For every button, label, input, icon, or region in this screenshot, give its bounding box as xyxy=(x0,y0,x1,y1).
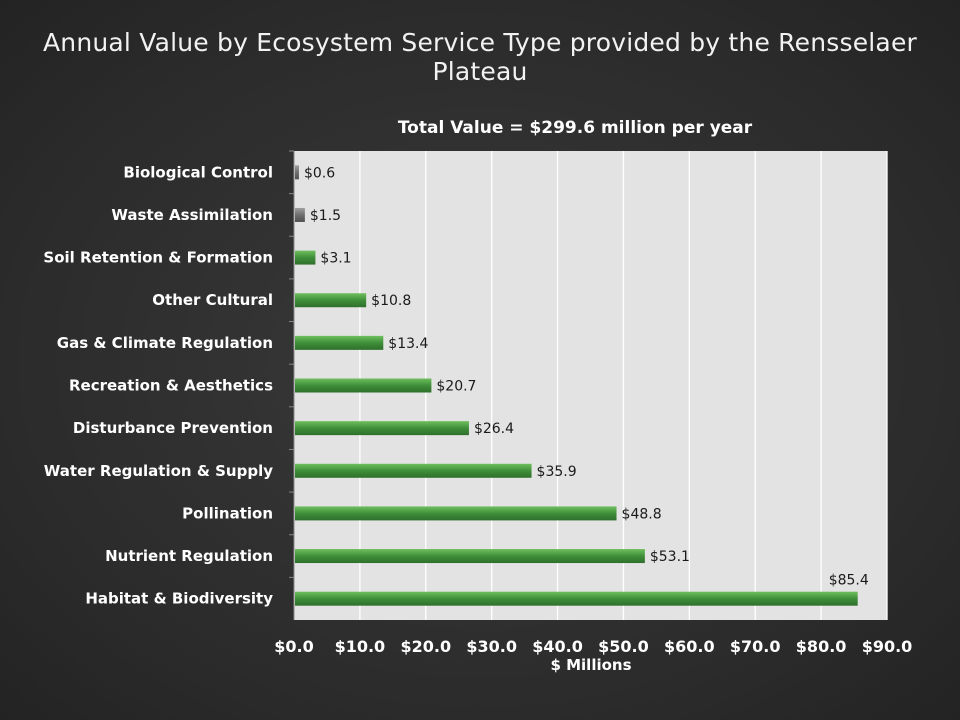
data-label: $53.1 xyxy=(650,549,690,565)
x-tick-label: $80.0 xyxy=(796,637,847,656)
category-label: Pollination xyxy=(182,504,273,522)
category-label: Habitat & Biodiversity xyxy=(85,590,273,608)
x-tick-label: $30.0 xyxy=(466,637,517,656)
x-tick-label: $50.0 xyxy=(598,637,649,656)
category-label: Recreation & Aesthetics xyxy=(69,377,273,395)
bar xyxy=(295,335,384,350)
x-tick-label: $20.0 xyxy=(400,637,451,656)
category-label: Nutrient Regulation xyxy=(105,547,273,565)
data-label: $35.9 xyxy=(537,464,577,480)
slide-title: Annual Value by Ecosystem Service Type p… xyxy=(42,28,918,86)
bar xyxy=(295,549,645,564)
bar xyxy=(295,506,617,521)
bar xyxy=(295,293,367,308)
bar xyxy=(295,207,305,222)
bar xyxy=(295,378,432,393)
data-label: $85.4 xyxy=(829,573,869,589)
category-label: Water Regulation & Supply xyxy=(44,462,273,480)
data-label: $48.8 xyxy=(622,506,662,522)
bar xyxy=(295,591,858,606)
data-label: $0.6 xyxy=(304,165,335,181)
chart-title: Total Value = $299.6 million per year xyxy=(398,118,753,138)
data-label: $26.4 xyxy=(474,421,514,437)
x-tick-label: $0.0 xyxy=(274,637,313,656)
bar xyxy=(295,250,316,265)
category-label: Soil Retention & Formation xyxy=(43,249,273,267)
bar xyxy=(295,165,299,180)
x-tick-label: $90.0 xyxy=(862,637,913,656)
x-tick-label: $70.0 xyxy=(730,637,781,656)
x-tick-label: $40.0 xyxy=(532,637,583,656)
bar xyxy=(295,421,469,436)
data-label: $3.1 xyxy=(320,251,351,267)
category-label: Waste Assimilation xyxy=(111,206,273,224)
category-label: Other Cultural xyxy=(152,291,273,309)
category-label: Gas & Climate Regulation xyxy=(57,334,273,352)
bar xyxy=(295,463,532,478)
data-label: $13.4 xyxy=(388,336,428,352)
x-axis-title: $ Millions xyxy=(550,656,631,674)
category-label: Biological Control xyxy=(123,163,273,181)
x-tick-label: $60.0 xyxy=(664,637,715,656)
data-label: $10.8 xyxy=(371,293,411,309)
category-label: Disturbance Prevention xyxy=(73,419,273,437)
data-label: $1.5 xyxy=(310,208,341,224)
data-label: $20.7 xyxy=(436,379,476,395)
x-tick-label: $10.0 xyxy=(335,637,386,656)
